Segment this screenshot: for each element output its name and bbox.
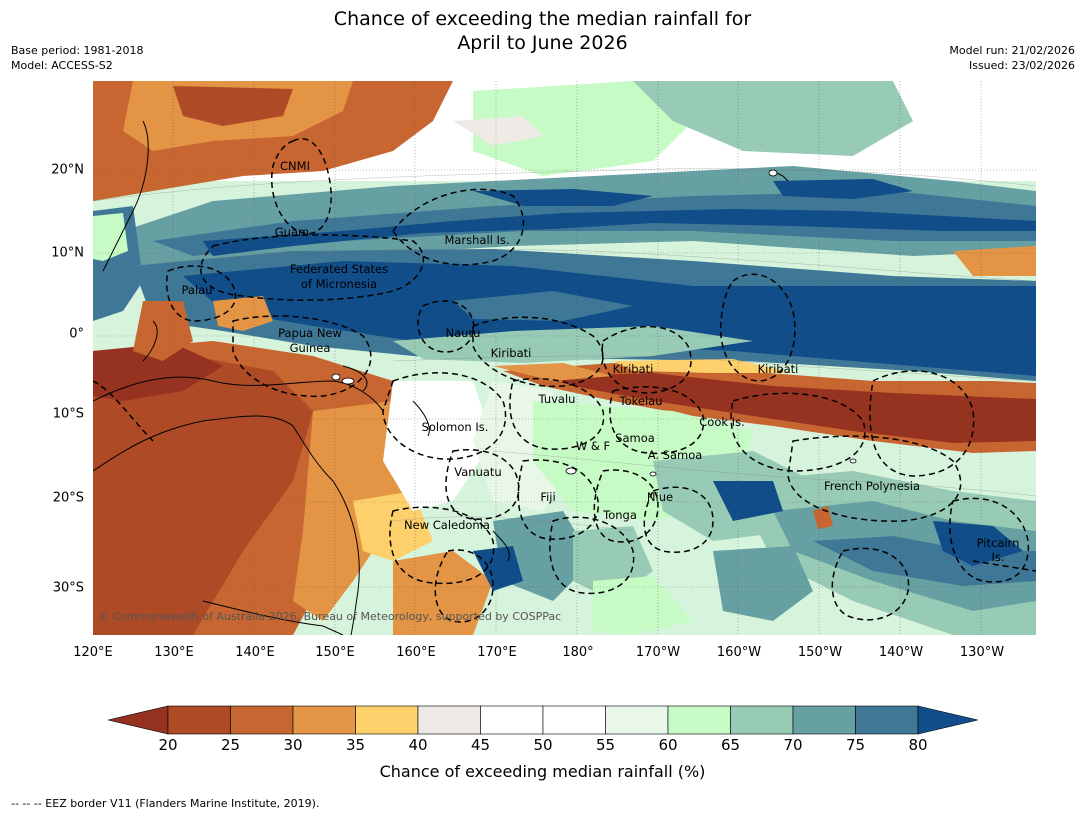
title-line-1: Chance of exceeding the median rainfall … [333, 8, 752, 30]
colorbar-segment [542, 705, 606, 735]
lon-tick: 130°W [959, 645, 1005, 660]
colorbar-tick: 50 [533, 736, 553, 754]
colorbar [108, 705, 978, 735]
colorbar-tick: 35 [345, 736, 366, 754]
lat-tick: 10°S [52, 406, 84, 422]
label-tonga: Tonga [602, 508, 637, 522]
label-png-line1: Papua New [278, 326, 342, 340]
colorbar-segment [230, 705, 294, 735]
label-kiribati-east: Kiribati [758, 362, 799, 376]
label-american-samoa: A. Samoa [648, 448, 703, 462]
label-samoa: Samoa [615, 431, 655, 445]
copyright-notice: © Commonwealth of Australia 2026, Bureau… [98, 610, 561, 623]
meta-right: Model run: 21/02/2026 Issued: 23/02/2026 [949, 43, 1075, 73]
lon-tick: 180° [562, 645, 594, 660]
colorbar-tick: 65 [720, 736, 741, 754]
label-palau: Palau [182, 283, 213, 297]
label-vanuatu: Vanuatu [454, 465, 501, 479]
lat-tick: 10°N [51, 245, 84, 261]
colorbar-tick: 70 [783, 736, 803, 754]
colorbar-tick: 45 [470, 736, 491, 754]
label-png-line2: Guinea [290, 341, 331, 355]
label-tokelau: Tokelau [619, 394, 663, 408]
model-run: Model run: 21/02/2026 [949, 44, 1075, 57]
label-fiji: Fiji [540, 490, 555, 504]
lon-tick: 130°E [154, 645, 194, 660]
label-nauru: Nauru [446, 326, 481, 340]
label-cnmi: CNMI [280, 159, 310, 173]
colorbar-segment [167, 705, 231, 735]
colorbar-segment [292, 705, 356, 735]
label-french-polynesia: French Polynesia [824, 479, 920, 493]
meta-left: Base period: 1981-2018 Model: ACCESS-S2 [11, 43, 143, 73]
label-kiribati-central: Kiribati [613, 362, 654, 376]
label-kiribati-west: Kiribati [491, 346, 532, 360]
colorbar-tick: 20 [158, 736, 178, 754]
lon-tick: 140°W [878, 645, 924, 660]
colorbar-segment [417, 705, 481, 735]
lat-tick: 0° [69, 326, 84, 342]
colorbar-extend-low [108, 705, 169, 735]
colorbar-segment [855, 705, 919, 735]
colorbar-segment [792, 705, 856, 735]
label-fsm-line1: Federated States [290, 262, 388, 276]
label-solomon: Solomon Is. [422, 420, 489, 434]
label-new-caledonia: New Caledonia [404, 518, 490, 532]
label-guam: Guam [275, 225, 309, 239]
colorbar-segment [355, 705, 419, 735]
label-pitcairn-line1: Pitcairn [977, 536, 1020, 550]
map-title: Chance of exceeding the median rainfall … [0, 7, 1085, 55]
label-pitcairn-line2: Is. [991, 550, 1004, 564]
lon-tick: 160°E [396, 645, 436, 660]
graticule [93, 81, 1036, 635]
colorbar-tick: 75 [845, 736, 866, 754]
lon-tick: 120°E [73, 645, 113, 660]
colorbar-tick: 25 [220, 736, 241, 754]
colorbar-segment [480, 705, 544, 735]
colorbar-tick: 30 [283, 736, 303, 754]
issued-date: Issued: 23/02/2026 [968, 59, 1075, 72]
islands [331, 169, 857, 477]
label-niue: Niue [647, 490, 673, 504]
eez-borders [93, 138, 1036, 623]
lat-tick: 20°S [52, 490, 84, 506]
label-tuvalu: Tuvalu [538, 392, 576, 406]
model-name: Model: ACCESS-S2 [11, 59, 113, 72]
colorbar-segments [108, 705, 978, 735]
lon-tick: 170°W [635, 645, 681, 660]
colorbar-label: Chance of exceeding median rainfall (%) [379, 762, 706, 781]
base-period: Base period: 1981-2018 [11, 44, 144, 57]
lon-tick: 170°E [477, 645, 517, 660]
colorbar-tick: 80 [908, 736, 928, 754]
colorbar-segment [605, 705, 669, 735]
lon-tick: 150°E [315, 645, 355, 660]
rainfall-field [93, 81, 1036, 635]
colorbar-extend-high [917, 705, 978, 735]
title-line-2: April to June 2026 [457, 32, 628, 54]
colorbar-tick: 60 [658, 736, 678, 754]
colorbar-segment [667, 705, 731, 735]
label-marshall: Marshall Is. [444, 233, 509, 247]
rainfall-map: CNMI Guam Marshall Is. Federated States … [93, 81, 1036, 635]
lat-tick: 30°S [52, 580, 84, 596]
label-fsm-line2: of Micronesia [301, 277, 377, 291]
colorbar-segment [730, 705, 794, 735]
contour-lines [93, 168, 1036, 532]
label-wallis-futuna: W & F [576, 439, 610, 453]
lon-tick: 160°W [716, 645, 762, 660]
lon-tick: 140°E [235, 645, 275, 660]
eez-footnote: -- -- -- EEZ border V11 (Flanders Marine… [11, 797, 320, 810]
lat-tick: 20°N [51, 162, 84, 178]
lon-tick: 150°W [797, 645, 843, 660]
colorbar-tick: 55 [595, 736, 616, 754]
colorbar-tick: 40 [408, 736, 428, 754]
label-cook: Cook Is. [699, 415, 744, 429]
